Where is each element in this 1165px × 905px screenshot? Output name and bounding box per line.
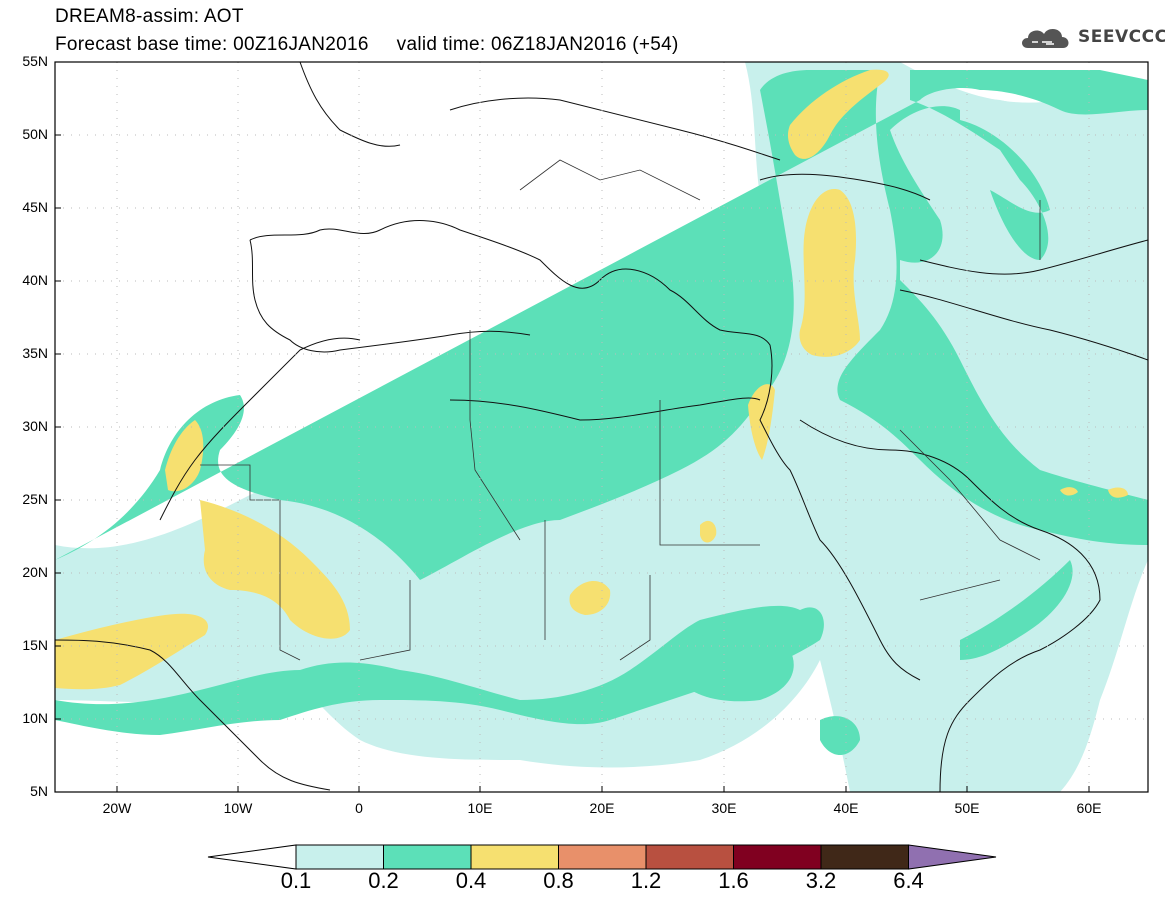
- lat-label: 45N: [22, 199, 48, 215]
- lon-label: 30E: [711, 800, 737, 816]
- colorbar-under-arrow: [207, 844, 297, 870]
- colorbar-bin-3: [470, 844, 559, 870]
- borders: [200, 159, 1041, 661]
- colorbar-label: 1.2: [630, 868, 662, 893]
- coastlines: [55, 62, 1148, 792]
- lat-label: 20N: [22, 564, 48, 580]
- lon-label: 0: [355, 800, 363, 816]
- colorbar-label: 0.4: [455, 868, 487, 893]
- colorbar-bin-1: [295, 844, 384, 870]
- colorbar-bin-5: [645, 844, 734, 870]
- aot-level-0.4: [55, 69, 1128, 690]
- lat-label: 10N: [22, 710, 48, 726]
- lon-label: 20E: [589, 800, 615, 816]
- lat-label: 30N: [22, 418, 48, 434]
- lat-label: 25N: [22, 491, 48, 507]
- colorbar-label: 6.4: [893, 868, 924, 893]
- colorbar-bin-4: [558, 844, 647, 870]
- logo-text: SEEVCCC: [1078, 27, 1165, 47]
- lat-label: 50N: [22, 126, 48, 142]
- lon-label: 50E: [954, 800, 980, 816]
- lat-label: 5N: [30, 783, 48, 799]
- colorbar-bin-6: [733, 844, 822, 870]
- lon-label: 40E: [833, 800, 859, 816]
- lon-label: 60E: [1076, 800, 1102, 816]
- aot-level-0.2: [55, 70, 1148, 755]
- lon-label: 20W: [102, 800, 132, 816]
- colorbar-over-arrow: [908, 844, 997, 870]
- lat-label: 55N: [22, 53, 48, 69]
- forecast-time-line: Forecast base time: 00Z16JAN2016 valid t…: [55, 34, 679, 55]
- lon-label: 10E: [467, 800, 493, 816]
- lon-label: 10W: [223, 800, 253, 816]
- lat-label: 35N: [22, 345, 48, 361]
- colorbar-label: 3.2: [805, 868, 837, 893]
- colorbar: [207, 844, 997, 870]
- seevccc-logo: SEEVCCC: [1018, 22, 1165, 52]
- colorbar-bin-2: [383, 844, 472, 870]
- axis-ticks: [55, 61, 1090, 793]
- colorbar-label: 0.1: [280, 868, 312, 893]
- graticule: [55, 62, 1148, 792]
- aot-contours: [55, 62, 1148, 792]
- map-title: DREAM8-assim: AOT: [55, 6, 244, 27]
- colorbar-label: 0.2: [368, 868, 399, 893]
- lat-label: 15N: [22, 637, 48, 653]
- cloud-icon: [1022, 28, 1069, 48]
- lat-label: 40N: [22, 272, 48, 288]
- colorbar-label: 1.6: [718, 868, 749, 893]
- colorbar-label: 0.8: [543, 868, 574, 893]
- colorbar-bin-7: [820, 844, 909, 870]
